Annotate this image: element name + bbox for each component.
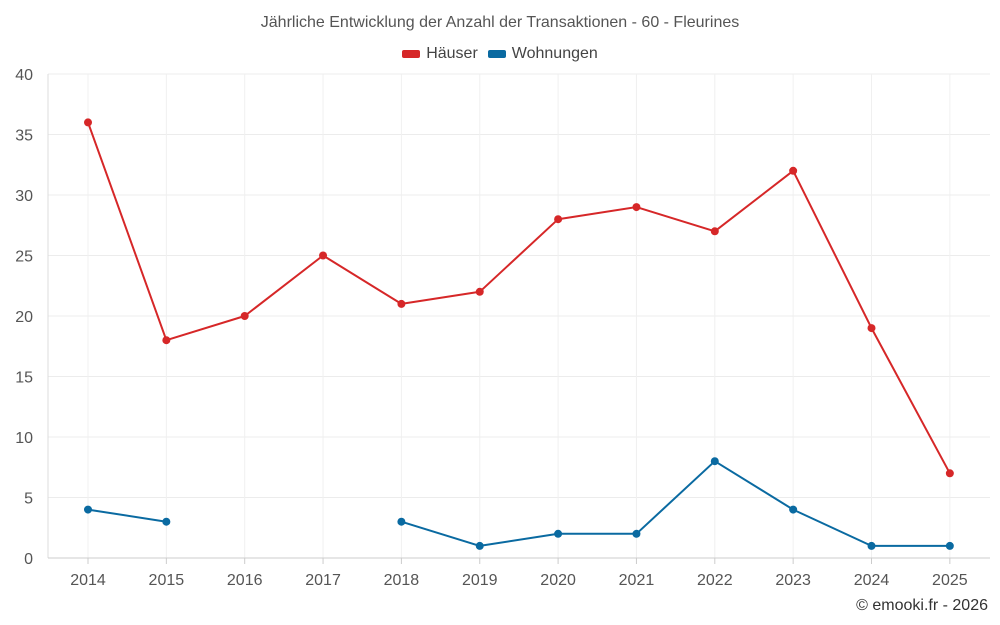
data-point-haeuser-2017 [319, 251, 328, 260]
x-tick-label-2020: 2020 [540, 572, 576, 589]
x-tick-label-2021: 2021 [619, 572, 655, 589]
data-point-haeuser-2021 [632, 203, 641, 212]
y-tick-label-5: 5 [24, 491, 33, 508]
data-point-wohnungen-2018 [397, 517, 406, 526]
y-tick-label-0: 0 [24, 551, 33, 568]
chart-title: Jährliche Entwicklung der Anzahl der Tra… [260, 14, 740, 31]
x-tick-label-2025: 2025 [932, 572, 968, 589]
x-tick-label-2022: 2022 [697, 572, 733, 589]
data-point-haeuser-2018 [397, 299, 406, 308]
legend-item-haeuser[interactable]: Häuser [402, 45, 478, 63]
series-line-haeuser-0 [87, 122, 951, 474]
series-line-wohnungen-0 [87, 508, 167, 523]
data-point-haeuser-2023 [789, 166, 798, 175]
legend-label-wohnungen: Wohnungen [511, 45, 598, 62]
x-tick-label-2014: 2014 [70, 572, 106, 589]
y-tick-label-35: 35 [15, 128, 33, 145]
data-point-wohnungen-2024 [867, 541, 876, 550]
y-tick-label-30: 30 [15, 188, 33, 205]
data-point-haeuser-2014 [84, 118, 92, 127]
data-point-wohnungen-2014 [84, 505, 92, 514]
legend-item-wohnungen[interactable]: Wohnungen [487, 45, 598, 63]
series-line-wohnungen-1 [401, 460, 950, 547]
x-tick-label-2018: 2018 [384, 572, 420, 589]
legend-swatch-haeuser [402, 50, 421, 58]
series [84, 118, 954, 550]
x-tick-label-2016: 2016 [227, 572, 263, 589]
legend-swatch-wohnungen [487, 50, 506, 58]
x-tick-label-2015: 2015 [149, 572, 185, 589]
y-tick-label-20: 20 [15, 309, 33, 326]
legend-label-haeuser: Häuser [426, 45, 478, 62]
y-tick-label-40: 40 [15, 67, 33, 84]
data-point-wohnungen-2020 [554, 529, 563, 538]
data-point-wohnungen-2019 [475, 541, 484, 550]
data-point-haeuser-2016 [240, 312, 249, 320]
data-point-wohnungen-2025 [945, 541, 954, 550]
x-tick-label-2019: 2019 [462, 572, 498, 589]
data-point-haeuser-2024 [867, 324, 876, 333]
y-tick-label-10: 10 [15, 430, 33, 447]
data-point-wohnungen-2021 [632, 529, 641, 538]
x-tick-label-2024: 2024 [854, 572, 890, 589]
grid [48, 73, 990, 559]
x-tick-label-2017: 2017 [305, 572, 341, 589]
data-point-haeuser-2020 [554, 215, 563, 224]
legend: Häuser Wohnungen [0, 45, 1000, 63]
data-point-wohnungen-2022 [710, 457, 719, 466]
y-tick-label-25: 25 [15, 249, 33, 266]
data-point-wohnungen-2023 [789, 505, 798, 514]
data-point-haeuser-2025 [945, 469, 954, 478]
data-point-haeuser-2015 [162, 336, 171, 345]
data-point-wohnungen-2015 [162, 517, 171, 526]
x-tick-label-2023: 2023 [775, 572, 811, 589]
data-point-haeuser-2019 [475, 287, 484, 296]
data-point-haeuser-2022 [710, 227, 719, 236]
copyright-credit: © emooki.fr - 2026 [856, 597, 988, 614]
y-tick-label-15: 15 [15, 370, 33, 387]
